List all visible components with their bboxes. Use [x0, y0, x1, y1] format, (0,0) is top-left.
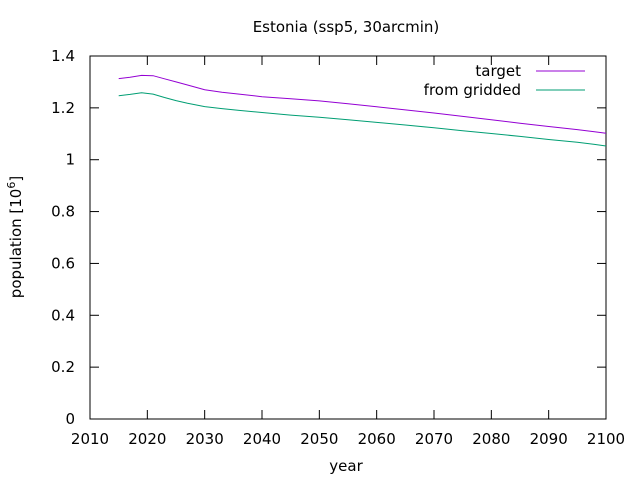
x-tick-label: 2060	[358, 430, 396, 448]
x-tick-label: 2090	[530, 430, 568, 448]
x-tick-label: 2100	[587, 430, 625, 448]
y-tick-label: 1.2	[51, 99, 75, 117]
series-line	[118, 74, 607, 134]
series-line	[118, 92, 607, 147]
y-tick-label: 0	[65, 410, 75, 428]
x-tick-label: 2080	[472, 430, 510, 448]
x-tick-label: 2070	[415, 430, 453, 448]
legend-label: target	[475, 62, 521, 80]
plot-frame	[89, 55, 607, 420]
y-axis-title: population [106]	[5, 176, 25, 298]
x-axis-ticks: 2010 2020 2030 2040 2050 2060 2070 2080 2090 2100	[71, 56, 625, 448]
y-tick-label: 0.4	[51, 306, 75, 324]
y-tick-label: 1	[65, 151, 75, 169]
y-tick-label: 0.2	[51, 358, 75, 376]
series-lines	[118, 74, 607, 147]
x-tick-label: 2020	[128, 430, 166, 448]
chart-title: Estonia (ssp5, 30arcmin)	[253, 18, 440, 36]
y-tick-label: 1.4	[51, 47, 75, 65]
x-tick-label: 2050	[300, 430, 338, 448]
x-axis-title: year	[329, 457, 363, 475]
legend-label: from gridded	[424, 81, 521, 99]
x-tick-label: 2030	[186, 430, 224, 448]
x-tick-label: 2010	[71, 430, 109, 448]
y-axis-ticks: 0 0.2 0.4 0.6 0.8 1 1.2 1.4	[51, 47, 606, 428]
y-tick-label: 0.6	[51, 254, 75, 272]
x-tick-label: 2040	[243, 430, 281, 448]
y-tick-label: 0.8	[51, 203, 75, 221]
